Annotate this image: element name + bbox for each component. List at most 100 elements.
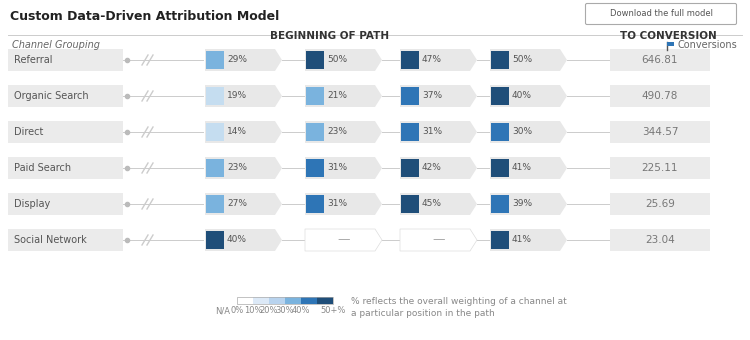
FancyBboxPatch shape — [401, 159, 419, 177]
Text: 40%: 40% — [227, 236, 247, 244]
Text: 27%: 27% — [227, 200, 247, 208]
Text: 50+%: 50+% — [320, 306, 346, 315]
FancyBboxPatch shape — [206, 159, 224, 177]
Text: 37%: 37% — [422, 91, 442, 101]
Polygon shape — [400, 85, 477, 107]
Text: TO CONVERSION: TO CONVERSION — [620, 31, 717, 41]
FancyBboxPatch shape — [306, 159, 324, 177]
FancyBboxPatch shape — [206, 87, 224, 105]
Text: Organic Search: Organic Search — [14, 91, 88, 101]
Polygon shape — [205, 229, 282, 251]
Polygon shape — [490, 121, 567, 143]
Text: Conversions: Conversions — [677, 40, 736, 50]
Text: Referral: Referral — [14, 55, 52, 65]
FancyBboxPatch shape — [306, 123, 324, 141]
Polygon shape — [490, 49, 567, 71]
FancyBboxPatch shape — [610, 121, 710, 143]
FancyBboxPatch shape — [610, 193, 710, 215]
Text: 20%: 20% — [260, 306, 278, 315]
Text: —: — — [338, 234, 350, 246]
FancyBboxPatch shape — [610, 157, 710, 179]
FancyBboxPatch shape — [491, 51, 509, 69]
FancyBboxPatch shape — [491, 123, 509, 141]
FancyBboxPatch shape — [206, 231, 224, 249]
FancyBboxPatch shape — [8, 193, 123, 215]
Bar — [253, 297, 269, 304]
Text: 50%: 50% — [512, 55, 532, 65]
Bar — [285, 297, 301, 304]
Polygon shape — [205, 157, 282, 179]
FancyBboxPatch shape — [401, 87, 419, 105]
Polygon shape — [205, 121, 282, 143]
Polygon shape — [305, 157, 382, 179]
Polygon shape — [400, 157, 477, 179]
Text: 23.04: 23.04 — [645, 235, 675, 245]
FancyBboxPatch shape — [610, 229, 710, 251]
Bar — [237, 297, 253, 304]
FancyBboxPatch shape — [491, 231, 509, 249]
Polygon shape — [205, 193, 282, 215]
Text: 39%: 39% — [512, 200, 532, 208]
Text: Paid Search: Paid Search — [14, 163, 71, 173]
Polygon shape — [490, 193, 567, 215]
Text: Social Network: Social Network — [14, 235, 87, 245]
Text: 30%: 30% — [512, 128, 532, 136]
FancyBboxPatch shape — [8, 121, 123, 143]
Polygon shape — [400, 229, 477, 251]
Text: Direct: Direct — [14, 127, 44, 137]
Text: Custom Data-Driven Attribution Model: Custom Data-Driven Attribution Model — [10, 10, 279, 23]
Polygon shape — [490, 85, 567, 107]
FancyBboxPatch shape — [206, 195, 224, 213]
Polygon shape — [305, 193, 382, 215]
Text: 19%: 19% — [227, 91, 248, 101]
Polygon shape — [400, 121, 477, 143]
Bar — [301, 297, 317, 304]
Text: 30%: 30% — [276, 306, 294, 315]
FancyBboxPatch shape — [206, 51, 224, 69]
FancyBboxPatch shape — [491, 195, 509, 213]
Polygon shape — [305, 49, 382, 71]
Text: 31%: 31% — [327, 164, 347, 172]
Polygon shape — [305, 121, 382, 143]
FancyBboxPatch shape — [8, 157, 123, 179]
Text: N/A: N/A — [215, 306, 230, 315]
Bar — [317, 297, 333, 304]
Polygon shape — [205, 85, 282, 107]
Text: Channel Grouping: Channel Grouping — [12, 40, 100, 50]
Text: 29%: 29% — [227, 55, 247, 65]
Text: 31%: 31% — [422, 128, 442, 136]
Polygon shape — [205, 49, 282, 71]
FancyBboxPatch shape — [8, 229, 123, 251]
Text: 0%: 0% — [230, 306, 244, 315]
FancyBboxPatch shape — [306, 87, 324, 105]
Text: 50%: 50% — [327, 55, 347, 65]
FancyBboxPatch shape — [306, 51, 324, 69]
Text: 225.11: 225.11 — [642, 163, 678, 173]
Text: 23%: 23% — [227, 164, 247, 172]
Text: 344.57: 344.57 — [642, 127, 678, 137]
FancyBboxPatch shape — [8, 49, 123, 71]
Text: BEGINNING OF PATH: BEGINNING OF PATH — [271, 31, 389, 41]
Text: 40%: 40% — [292, 306, 310, 315]
Text: 41%: 41% — [512, 236, 532, 244]
Text: Download the full model: Download the full model — [610, 10, 712, 18]
FancyBboxPatch shape — [401, 195, 419, 213]
Polygon shape — [490, 229, 567, 251]
Polygon shape — [400, 193, 477, 215]
Text: Display: Display — [14, 199, 50, 209]
Text: 646.81: 646.81 — [642, 55, 678, 65]
FancyBboxPatch shape — [8, 85, 123, 107]
FancyBboxPatch shape — [491, 87, 509, 105]
Text: % reflects the overall weighting of a channel at
a particular position in the pa: % reflects the overall weighting of a ch… — [351, 297, 567, 318]
Text: 23%: 23% — [327, 128, 347, 136]
FancyBboxPatch shape — [401, 123, 419, 141]
Text: 490.78: 490.78 — [642, 91, 678, 101]
Text: 40%: 40% — [512, 91, 532, 101]
Polygon shape — [490, 157, 567, 179]
FancyBboxPatch shape — [610, 49, 710, 71]
FancyBboxPatch shape — [306, 195, 324, 213]
FancyBboxPatch shape — [206, 123, 224, 141]
Text: 25.69: 25.69 — [645, 199, 675, 209]
Polygon shape — [305, 229, 382, 251]
FancyBboxPatch shape — [401, 51, 419, 69]
